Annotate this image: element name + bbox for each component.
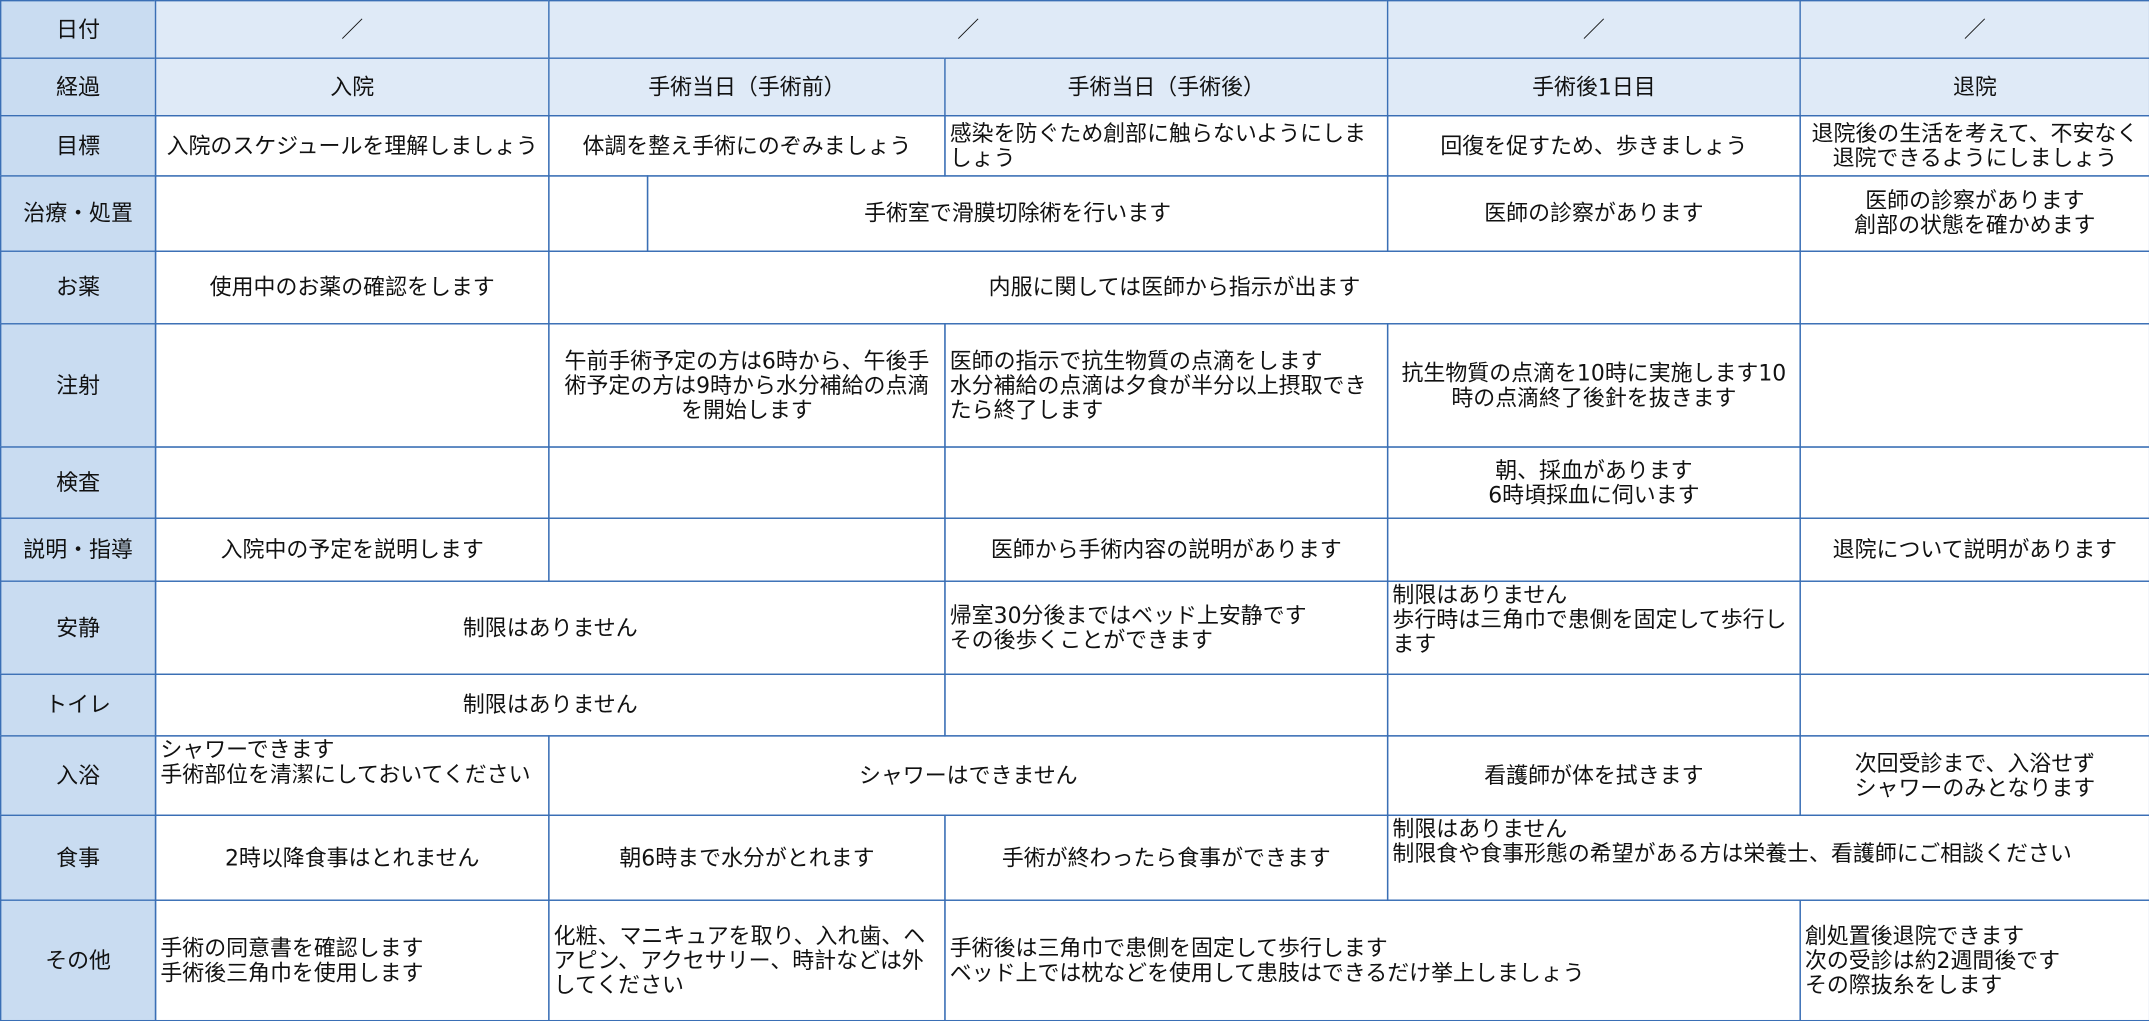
- table-cell: 感染を防ぐため創部に触らないようにしましょう: [944, 115, 1389, 177]
- table-cell: 医師の指示で抗生物質の点滴をします 水分補給の点滴は夕食が半分以上摂取できたら終…: [944, 323, 1389, 448]
- table-cell: 制限はありません: [154, 673, 946, 737]
- empty-cell: [548, 517, 946, 582]
- table-cell: 化粧、マニキュアを取り、入れ歯、ヘアピン、アクセサリー、時計などは外してください: [548, 899, 946, 1021]
- empty-cell: [154, 175, 550, 252]
- empty-cell: [944, 673, 1389, 737]
- table-cell: 医師の診察があります: [1386, 175, 1801, 252]
- row-label: お薬: [0, 250, 157, 325]
- row-label: その他: [0, 899, 157, 1021]
- table-cell: 医師から手術内容の説明があります: [944, 517, 1389, 582]
- row-label: 目標: [0, 115, 157, 177]
- table-cell: ／: [548, 0, 1389, 59]
- table-cell: 手術後1日目: [1386, 57, 1801, 117]
- table-cell: 手術室で滑膜切除術を行います: [646, 175, 1389, 252]
- table-cell: 入院のスケジュールを理解しましょう: [154, 115, 550, 177]
- row-label: 日付: [0, 0, 157, 59]
- empty-cell: [1386, 517, 1801, 582]
- table-cell: 回復を促すため、歩きましょう: [1386, 115, 1801, 177]
- table-cell: 手術当日（手術前）: [548, 57, 946, 117]
- table-cell: 次回受診まで、入浴せず シャワーのみとなります: [1799, 735, 2149, 816]
- table-cell: シャワーはできません: [548, 735, 1389, 816]
- table-cell: ／: [154, 0, 550, 59]
- table-cell: 入院: [154, 57, 550, 117]
- empty-cell: [154, 323, 550, 448]
- row-label: 入浴: [0, 735, 157, 816]
- row-label: 経過: [0, 57, 157, 117]
- table-cell: 使用中のお薬の確認をします: [154, 250, 550, 325]
- empty-cell: [548, 175, 649, 252]
- empty-cell: [1799, 323, 2149, 448]
- row-label: 安静: [0, 580, 157, 675]
- table-cell: 朝、採血があります 6時頃採血に伺います: [1386, 446, 1801, 519]
- empty-cell: [1799, 673, 2149, 737]
- table-cell: 午前手術予定の方は6時から、午後手術予定の方は9時から水分補給の点滴を開始します: [548, 323, 946, 448]
- table-cell: 退院: [1799, 57, 2149, 117]
- empty-cell: [1386, 673, 1801, 737]
- empty-cell: [548, 446, 946, 519]
- table-cell: 入院中の予定を説明します: [154, 517, 550, 582]
- table-cell: 朝6時まで水分がとれます: [548, 814, 946, 901]
- table-cell: ／: [1799, 0, 2149, 59]
- table-cell: 創処置後退院できます 次の受診は約2週間後です その際抜糸をします: [1799, 899, 2149, 1021]
- row-label: 治療・処置: [0, 175, 157, 252]
- row-label: 検査: [0, 446, 157, 519]
- table-cell: 帰室30分後まではベッド上安静です その後歩くことができます: [944, 580, 1389, 675]
- row-label: トイレ: [0, 673, 157, 737]
- table-cell: 手術後は三角巾で患側を固定して歩行します ベッド上では枕などを使用して患肢はでき…: [944, 899, 1801, 1021]
- empty-cell: [1799, 250, 2149, 325]
- table-cell: 制限はありません 歩行時は三角巾で患側を固定して歩行します: [1386, 580, 1801, 675]
- table-cell: 抗生物質の点滴を10時に実施します10時の点滴終了後針を抜きます: [1386, 323, 1801, 448]
- table-cell: 体調を整え手術にのぞみましょう: [548, 115, 946, 177]
- table-cell: 手術の同意書を確認します 手術後三角巾を使用します: [154, 899, 550, 1021]
- table-cell: 看護師が体を拭きます: [1386, 735, 1801, 816]
- table-cell: 医師の診察があります 創部の状態を確かめます: [1799, 175, 2149, 252]
- empty-cell: [154, 446, 550, 519]
- empty-cell: [1799, 580, 2149, 675]
- empty-cell: [944, 446, 1389, 519]
- table-cell: シャワーできます 手術部位を清潔にしておいてください: [154, 735, 550, 816]
- table-cell: 制限はありません: [154, 580, 946, 675]
- row-label: 食事: [0, 814, 157, 901]
- table-cell: 手術当日（手術後）: [944, 57, 1389, 117]
- table-cell: 手術が終わったら食事ができます: [944, 814, 1389, 901]
- table-cell: 2時以降食事はとれません: [154, 814, 550, 901]
- table-cell: 内服に関しては医師から指示が出ます: [548, 250, 1801, 325]
- table-cell: 退院について説明があります: [1799, 517, 2149, 582]
- table-cell: 制限はありません 制限食や食事形態の希望がある方は栄養士、看護師にご相談ください: [1386, 814, 2149, 901]
- empty-cell: [1799, 446, 2149, 519]
- row-label: 説明・指導: [0, 517, 157, 582]
- row-label: 注射: [0, 323, 157, 448]
- table-cell: 退院後の生活を考えて、不安なく退院できるようにしましょう: [1799, 115, 2149, 177]
- table-cell: ／: [1386, 0, 1801, 59]
